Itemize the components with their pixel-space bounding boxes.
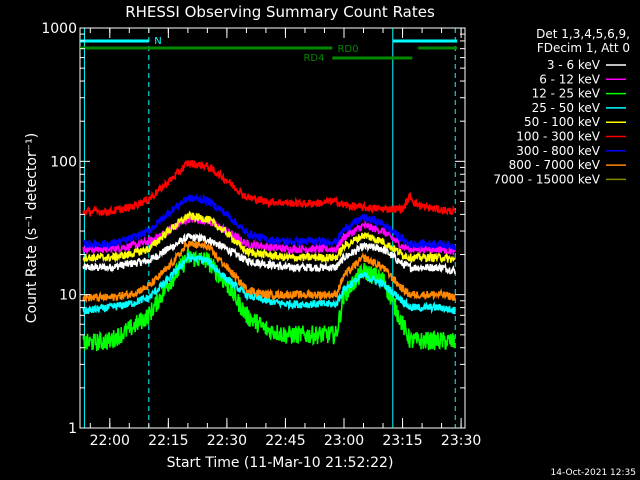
series-line-3 — [82, 251, 456, 315]
series-line-5 — [82, 159, 456, 218]
x-tick-label: 23:15 — [382, 433, 422, 449]
series-line-2 — [82, 248, 456, 352]
y-axis-label: Count Rate (s⁻¹ detector⁻¹) — [24, 133, 40, 323]
legend-header-line: Det 1,3,4,5,6,9, — [536, 27, 630, 41]
y-tick-label: 1000 — [41, 21, 77, 37]
x-tick-label: 23:30 — [441, 433, 481, 449]
legend-entry-label: 300 - 800 keV — [516, 144, 600, 158]
legend-entry-label: 12 - 25 keV — [532, 87, 601, 101]
y-tick-label: 100 — [50, 154, 77, 170]
y-tick-label: 1 — [68, 421, 77, 437]
y-axis: 1 10 100 1000 — [41, 21, 465, 437]
x-tick-label: 23:00 — [324, 433, 364, 449]
series-line-7 — [82, 240, 456, 304]
y-tick-label: 10 — [59, 288, 77, 304]
footer-date: 14-Oct-2021 12:35 — [551, 468, 636, 478]
legend-entry-label: 6 - 12 keV — [539, 72, 601, 86]
x-axis: 22:00 22:15 22:30 22:45 23:00 23:15 23:30 — [90, 28, 481, 449]
legend-entry-label: 800 - 7000 keV — [509, 158, 601, 172]
flag-label-n: N — [154, 36, 161, 47]
status-flags: N RD0 RD4 — [80, 36, 458, 64]
x-tick-label: 22:00 — [90, 433, 130, 449]
series-line-0 — [82, 232, 456, 275]
series-line-1 — [82, 213, 456, 256]
legend: Det 1,3,4,5,6,9,FDecim 1, Att 0 3 - 6 keV… — [493, 27, 630, 186]
x-tick-label: 22:30 — [207, 433, 247, 449]
legend-entry-label: 25 - 50 keV — [532, 101, 601, 115]
series-group — [82, 159, 456, 352]
plot-frame — [79, 27, 466, 429]
series-line-4 — [82, 210, 456, 264]
chart-title: RHESSI Observing Summary Count Rates — [125, 3, 435, 21]
legend-entry-label: 7000 - 15000 keV — [493, 172, 600, 186]
flag-label-rd0: RD0 — [337, 44, 358, 55]
legend-entry-label: 100 - 300 keV — [516, 130, 600, 144]
legend-header-line: FDecim 1, Att 0 — [537, 41, 630, 55]
x-axis-label: Start Time (11-Mar-10 21:52:22) — [167, 455, 394, 471]
legend-entry-label: 3 - 6 keV — [547, 58, 601, 72]
x-tick-label: 22:15 — [148, 433, 188, 449]
series-line-6 — [82, 193, 456, 251]
flag-label-rd4: RD4 — [303, 53, 324, 64]
x-tick-label: 22:45 — [265, 433, 305, 449]
boundary-lines — [83, 28, 456, 428]
legend-entry-label: 50 - 100 keV — [524, 115, 601, 129]
